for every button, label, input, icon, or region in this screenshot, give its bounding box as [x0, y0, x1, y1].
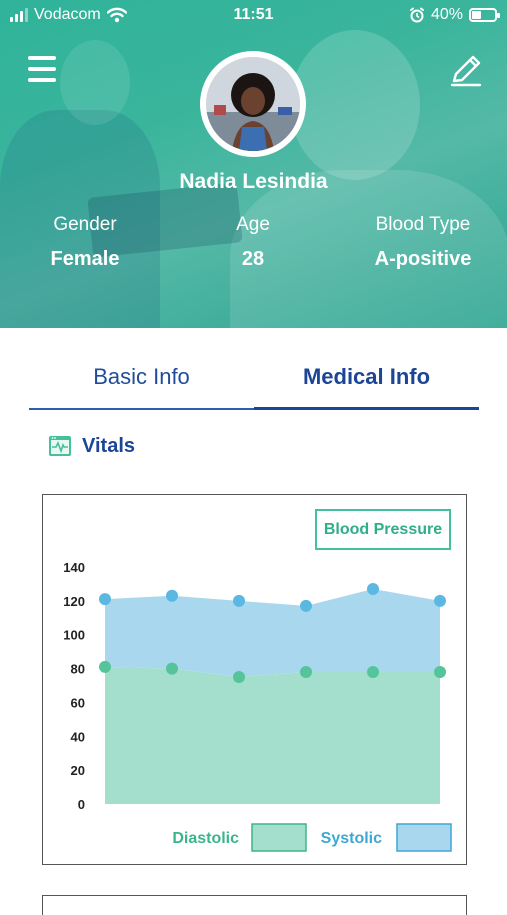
- stat-value: Female: [50, 248, 120, 270]
- patient-name: Nadia Lesindia: [179, 170, 328, 193]
- y-tick-label: 60: [71, 695, 85, 710]
- systolic-point: [166, 589, 178, 602]
- carrier-name: Vodacom: [34, 6, 101, 23]
- legend-swatch-systolic: [396, 823, 452, 852]
- background-photo-nurse-head: [60, 40, 130, 125]
- blood-pressure-chart: 0 20 40 60 80 100 120 140 Diastolic Systolic: [63, 560, 452, 852]
- systolic-point: [99, 593, 111, 606]
- diastolic-area: [105, 666, 440, 804]
- y-tick-label: 0: [78, 797, 85, 812]
- systolic-point: [300, 599, 312, 612]
- battery-icon: [469, 8, 500, 22]
- stat-age: Age 28: [213, 214, 293, 271]
- legend-swatch-diastolic: [251, 823, 307, 852]
- signal-icon: [10, 8, 28, 22]
- diastolic-point: [300, 665, 312, 678]
- legend-label-systolic: Systolic: [321, 830, 382, 847]
- next-card-edge: [42, 895, 467, 915]
- background-photo-doctor-head: [290, 30, 420, 180]
- y-tick-label: 100: [63, 628, 85, 643]
- systolic-point: [367, 583, 379, 596]
- diastolic-point: [434, 665, 446, 678]
- diastolic-point: [166, 662, 178, 675]
- diastolic-point: [367, 665, 379, 678]
- blood-pressure-chart-card: 0 20 40 60 80 100 120 140 Diastolic Systolic Bloo…: [42, 494, 467, 865]
- y-tick-label: 40: [71, 729, 85, 744]
- y-tick-label: 20: [71, 763, 85, 778]
- pencil-edit-icon[interactable]: [448, 52, 484, 88]
- background-photo-doctor: [230, 170, 507, 328]
- diastolic-point: [233, 671, 245, 684]
- y-tick-label: 140: [63, 560, 85, 575]
- alarm-icon: [409, 7, 424, 23]
- tab-divider: [29, 408, 254, 410]
- legend-label-diastolic: Diastolic: [172, 830, 239, 847]
- systolic-point: [434, 594, 446, 607]
- vitals-header: Vitals: [48, 434, 135, 458]
- section-title: Vitals: [82, 434, 135, 457]
- stat-gender: Gender Female: [30, 214, 140, 271]
- systolic-area: [105, 589, 440, 678]
- systolic-point: [233, 594, 245, 607]
- avatar[interactable]: [200, 51, 306, 157]
- y-tick-label: 80: [71, 662, 85, 677]
- diastolic-point: [99, 660, 111, 673]
- wifi-icon: [106, 7, 127, 23]
- battery-percent: 40%: [430, 6, 463, 23]
- background-photo-nurse: [0, 110, 160, 328]
- hamburger-menu-icon[interactable]: [28, 56, 56, 82]
- status-bar: Vodacom 11:51 40%: [0, 0, 507, 32]
- stat-label: Blood Type: [375, 214, 471, 235]
- vitals-monitor-icon: [49, 436, 71, 456]
- stat-blood-type: Blood Type A-positive: [362, 214, 484, 271]
- clock: 11:51: [233, 6, 274, 23]
- stat-label: Gender: [53, 214, 117, 235]
- stat-value: 28: [241, 248, 265, 270]
- stat-value: A-positive: [374, 248, 472, 270]
- tab-basic-info[interactable]: Basic Info: [93, 364, 190, 389]
- profile-header: Vodacom 11:51 40%: [0, 0, 507, 328]
- profile-tabs: Basic Info Medical Info: [29, 350, 479, 410]
- profile-photo: [206, 57, 300, 151]
- active-tab-indicator: [254, 407, 479, 410]
- y-tick-label: 120: [63, 594, 85, 609]
- stat-label: Age: [236, 214, 270, 235]
- tab-medical-info[interactable]: Medical Info: [302, 364, 431, 389]
- blood-pressure-button[interactable]: Blood Pressure: [315, 509, 451, 550]
